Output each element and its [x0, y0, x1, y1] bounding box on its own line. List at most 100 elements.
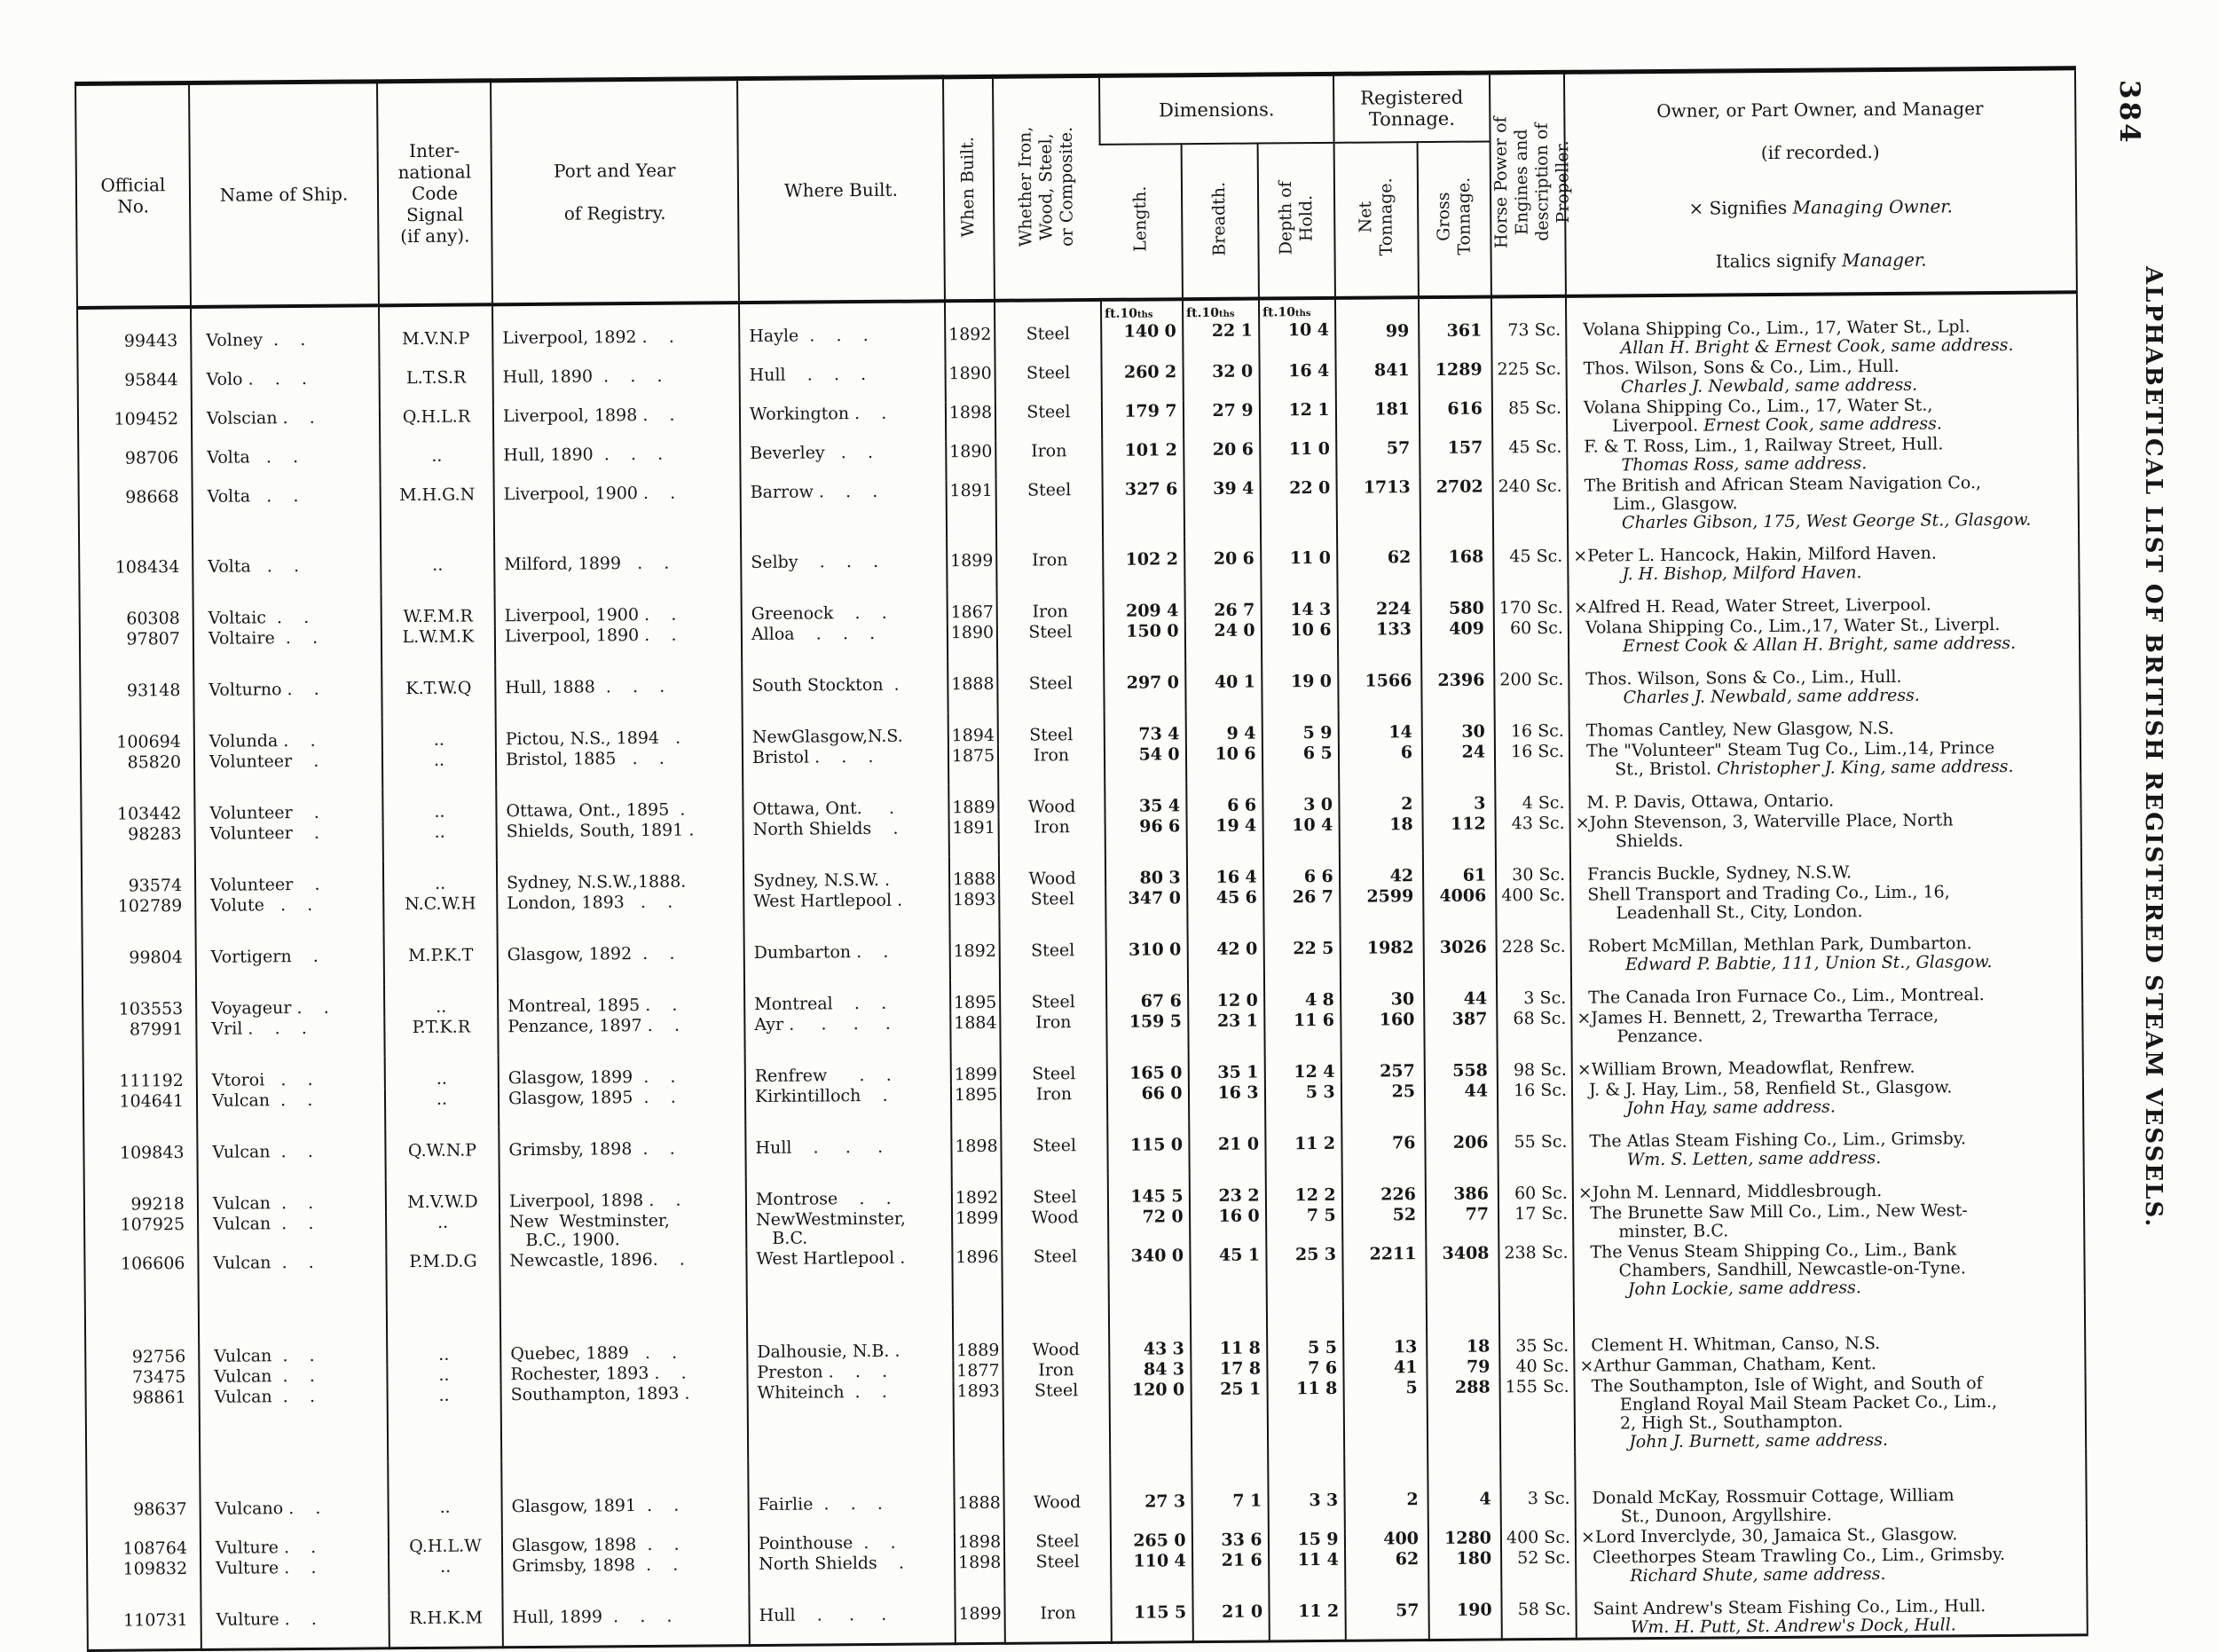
- cell-breadth: 23 1: [1188, 1010, 1265, 1050]
- cell-when-built: 1892: [944, 300, 995, 364]
- cell-gross-tonnage: 190: [1428, 1586, 1502, 1640]
- cell-length: 101 2: [1102, 439, 1184, 479]
- cell-breadth: 39 4: [1184, 477, 1262, 537]
- col-header-code-signal: Inter- national Code Signal (if any).: [377, 80, 492, 306]
- cell-code-signal: M.V.W.D: [385, 1178, 500, 1213]
- cell-material: Wood: [998, 783, 1105, 817]
- cell-code-signal: ..: [386, 1308, 501, 1365]
- cell-ship-name: Volunteer .: [194, 822, 383, 862]
- cell-length: 120 0: [1109, 1379, 1192, 1456]
- cell-breadth: 19 4: [1186, 814, 1263, 855]
- cell-ship-name: Volunteer .: [193, 750, 383, 791]
- cell-official-no: 103442: [116, 804, 182, 824]
- cell-breadth: 27 9: [1183, 399, 1261, 440]
- col-header-when-built: When Built.: [942, 76, 995, 302]
- cell-port-registry: Bristol, 1885 . .: [495, 747, 743, 789]
- cell-where-built: Alloa . . .: [741, 622, 948, 664]
- col-header-horse-power: Horse Power of Engines and description o…: [1490, 72, 1573, 297]
- cell-ship-name: Voltaire . .: [193, 626, 382, 667]
- cell-horse-power: 3 Sc.: [1497, 974, 1572, 1009]
- cell-breadth: 21 0: [1189, 1121, 1266, 1174]
- cell-length: 297 0: [1104, 659, 1186, 712]
- cell-when-built: 1889: [952, 1303, 1003, 1361]
- cell-depth: 11 2: [1265, 1120, 1342, 1173]
- cell-horse-power: 45 Sc.: [1493, 532, 1569, 586]
- cell-gross-tonnage: 2702: [1420, 476, 1494, 535]
- cell-owner: Clement H. Whitman, Canso, N.S.: [1573, 1295, 2086, 1356]
- cell-ship-name: Vril . . .: [196, 1017, 385, 1058]
- cell-where-built: Montrose . .: [745, 1175, 952, 1210]
- cell-gross-tonnage: 3: [1422, 780, 1496, 814]
- cell-where-built: NewGlasgow,N.S.: [742, 712, 948, 748]
- cell-horse-power: 16 Sc.: [1497, 1079, 1573, 1120]
- cell-breadth: 21 0: [1192, 1588, 1270, 1642]
- cell-horse-power: 238 Sc.: [1498, 1241, 1574, 1301]
- ship-register-table: Official No. Name of Ship. Inter- nation…: [75, 66, 2088, 1652]
- cell-material: Wood: [1001, 1206, 1109, 1247]
- owner-line: Ernest Cook & Allan H. Bright, same addr…: [1623, 633, 2017, 657]
- cell-official-no: 110731: [123, 1610, 188, 1631]
- cell-where-built: Barrow . . .: [740, 480, 948, 540]
- dimension-units-label: ft.10ths: [1186, 305, 1235, 321]
- col-header-depth: Depth of Hold.: [1257, 142, 1335, 299]
- cell-material: Iron: [995, 439, 1103, 480]
- cell-net-tonnage: 133: [1337, 618, 1422, 658]
- cell-where-built: Dalhousie, N.B. .: [746, 1304, 954, 1363]
- cell-code-signal: Q.H.L.W: [388, 1535, 503, 1557]
- cell-gross-tonnage: 3408: [1426, 1242, 1499, 1302]
- cell-horse-power: 17 Sc.: [1498, 1202, 1574, 1243]
- cell-depth: 11 4: [1269, 1548, 1346, 1589]
- page-number: 384: [2113, 80, 2145, 146]
- cell-length: 310 0: [1105, 926, 1188, 979]
- cell-code-signal: ..: [381, 749, 497, 790]
- cell-net-tonnage: 160: [1341, 1009, 1425, 1049]
- cell-official-no: 108764: [122, 1538, 188, 1559]
- cell-breadth: 20 6: [1184, 535, 1262, 588]
- cell-ship-name: Vulcan . .: [199, 1365, 388, 1387]
- cell-gross-tonnage: 157: [1420, 437, 1493, 477]
- cell-material: Steel: [1001, 1173, 1108, 1208]
- cell-horse-power: 170 Sc.: [1493, 584, 1569, 618]
- cell-horse-power: 68 Sc.: [1497, 1007, 1572, 1048]
- cell-port-registry: Milford, 1899 . .: [494, 539, 742, 594]
- cell-when-built: 1899: [947, 537, 997, 590]
- cell-where-built: Fairlie . . .: [748, 1457, 955, 1534]
- cell-material: Iron: [1003, 1358, 1110, 1381]
- cell-ship-name: Vulcano . .: [200, 1461, 389, 1538]
- cell-horse-power: 240 Sc.: [1492, 475, 1569, 534]
- cell-when-built: 1894: [948, 712, 998, 746]
- cell-port-registry: Liverpool, 1898 . .: [499, 1176, 747, 1212]
- cell-gross-tonnage: 1289: [1419, 358, 1492, 399]
- cell-gross-tonnage: 4: [1428, 1452, 1501, 1529]
- cell-port-registry: New Westminster, B.C., 1900.: [499, 1209, 747, 1251]
- cell-gross-tonnage: 168: [1420, 533, 1494, 586]
- cell-breadth: 26 7: [1184, 586, 1262, 621]
- cell-gross-tonnage: 112: [1422, 813, 1496, 854]
- cell-horse-power: 55 Sc.: [1498, 1118, 1573, 1171]
- cell-code-signal: ..: [381, 541, 495, 594]
- cell-code-signal: M.P.K.T: [383, 932, 498, 985]
- cell-breadth: 20 6: [1184, 438, 1261, 479]
- cell-owner: ×John Stevenson, 3, Waterville Place, No…: [1569, 808, 2081, 852]
- cell-official-no: 98706: [124, 448, 179, 468]
- cell-official-no: 104641: [119, 1091, 185, 1112]
- cell-depth: 10 6: [1261, 618, 1339, 659]
- cell-official-no: 103553: [118, 999, 184, 1019]
- cell-horse-power: 225 Sc.: [1491, 358, 1567, 398]
- cell-net-tonnage: 30: [1340, 976, 1425, 1010]
- cell-gross-tonnage: 4006: [1423, 885, 1497, 925]
- cell-depth: 22 5: [1263, 924, 1341, 978]
- cell-where-built: North Shields .: [743, 817, 949, 859]
- cell-horse-power: 16 Sc.: [1494, 707, 1569, 742]
- cell-official-no: 97807: [126, 629, 181, 649]
- cell-official-no: 99804: [129, 948, 183, 968]
- cell-code-signal: M.V.N.P: [378, 304, 493, 368]
- cell-when-built: 1889: [948, 783, 999, 818]
- cell-material: Iron: [997, 743, 1105, 784]
- cell-port-registry: Liverpool, 1900 . .: [494, 591, 742, 626]
- cell-depth: 11 2: [1269, 1587, 1346, 1641]
- cell-when-built: 1891: [946, 479, 997, 539]
- cell-code-signal: ..: [381, 716, 496, 751]
- cell-net-tonnage: 52: [1342, 1204, 1427, 1244]
